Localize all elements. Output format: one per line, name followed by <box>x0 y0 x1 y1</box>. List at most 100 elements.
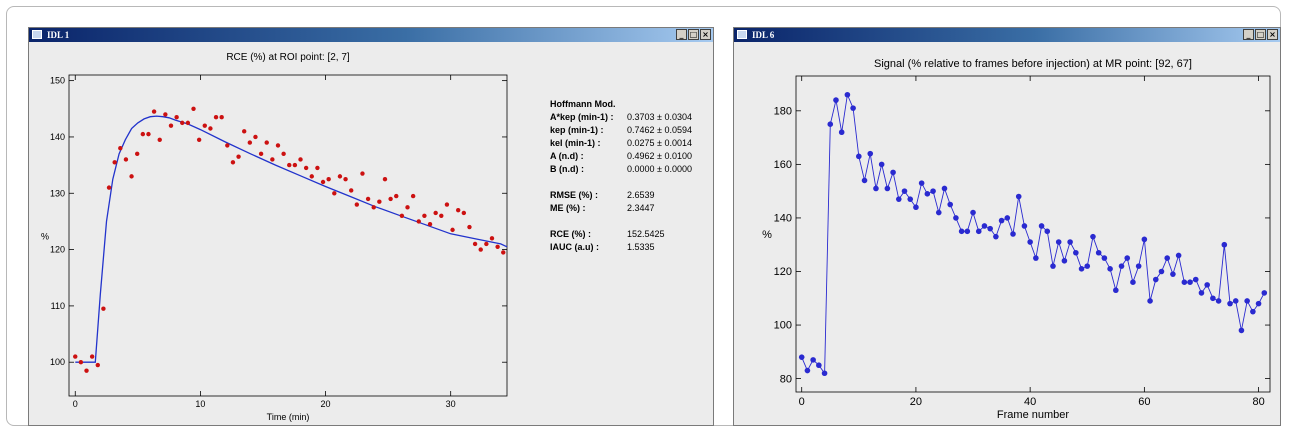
data-point <box>118 146 123 151</box>
data-point <box>1141 236 1148 243</box>
minimize-button[interactable]: _ <box>676 29 687 40</box>
model-name: Hoffmann Mod. <box>550 99 616 109</box>
data-point <box>1192 276 1199 283</box>
data-point <box>913 204 919 211</box>
maximize-button[interactable]: □ <box>688 29 699 40</box>
fit-curve <box>75 115 508 363</box>
y-tick-label: 180 <box>774 105 792 117</box>
data-point <box>1215 298 1222 304</box>
x-tick-label: 30 <box>446 399 456 409</box>
y-tick-label: 140 <box>50 132 65 142</box>
data-point <box>489 236 495 241</box>
x-tick-label: 0 <box>73 399 78 409</box>
data-point <box>151 109 157 114</box>
data-point <box>287 162 292 168</box>
data-point <box>332 191 337 196</box>
data-point <box>901 188 908 194</box>
data-point <box>422 213 427 218</box>
data-point <box>1255 300 1262 307</box>
data-point <box>1015 193 1022 200</box>
data-point <box>1135 263 1142 269</box>
param-row: kel (min-1) : 0.0275 ± 0.0014 <box>550 138 692 151</box>
param-value: 2.3447 <box>627 203 655 213</box>
data-point <box>360 171 365 176</box>
param-value: 0.0275 ± 0.0014 <box>627 138 692 148</box>
data-point <box>1044 228 1051 235</box>
data-point <box>1204 282 1210 288</box>
data-point <box>833 97 839 103</box>
data-point <box>112 160 117 165</box>
x-tick-label: 60 <box>1138 396 1150 408</box>
data-point <box>1101 255 1108 261</box>
data-point <box>365 196 371 202</box>
data-point <box>281 151 286 157</box>
param-label: A*kep (min-1) : <box>550 112 614 122</box>
data-point <box>1158 268 1165 275</box>
close-button[interactable]: × <box>1267 29 1278 40</box>
data-point <box>354 202 360 207</box>
data-point <box>861 177 868 184</box>
data-point <box>410 193 416 199</box>
data-point <box>123 157 129 162</box>
data-point <box>405 205 410 210</box>
data-point <box>309 174 314 179</box>
data-point <box>1113 287 1119 294</box>
param-value: 0.7462 ± 0.0594 <box>627 125 692 135</box>
data-point <box>208 126 213 131</box>
data-point <box>315 165 320 171</box>
param-value: 0.3703 ± 0.0304 <box>627 112 692 122</box>
chart-title: Signal (% relative to frames before inje… <box>874 58 1192 70</box>
data-point <box>185 120 191 126</box>
idl-window-1[interactable]: IDL 1 _ □ × RCE (%) at ROI point: [2, 7]… <box>28 27 714 426</box>
data-point <box>258 151 264 157</box>
data-point <box>219 115 224 120</box>
app-icon <box>32 30 42 39</box>
param-value: 0.0000 ± 0.0000 <box>627 164 692 174</box>
x-tick-label: 80 <box>1252 396 1264 408</box>
window-title: IDL 6 <box>752 30 775 40</box>
param-label: RCE (%) : <box>550 229 591 239</box>
data-point <box>1198 290 1205 296</box>
data-point <box>1027 239 1033 245</box>
param-row: IAUC (a.u) : 1.5335 <box>550 242 655 255</box>
param-row: A*kep (min-1) : 0.3703 ± 0.0304 <box>550 112 692 125</box>
y-axis-label: % <box>762 229 772 241</box>
data-point <box>343 176 348 182</box>
data-point <box>174 115 179 120</box>
data-point <box>1152 276 1159 283</box>
data-point <box>1250 308 1256 315</box>
data-point <box>935 209 942 216</box>
param-label: A (n.d) : <box>550 151 584 161</box>
data-point <box>95 362 100 368</box>
data-point <box>427 222 433 227</box>
window-titlebar[interactable]: IDL 1 _ □ × <box>29 28 713 42</box>
idl-window-6[interactable]: IDL 6 _ □ × Signal (% relative to frames… <box>733 27 1281 426</box>
data-point <box>981 223 988 229</box>
data-point <box>827 121 834 128</box>
data-point <box>958 228 965 235</box>
window-title: IDL 1 <box>47 30 70 40</box>
data-point <box>225 143 230 148</box>
data-point <box>157 137 162 142</box>
param-label: kel (min-1) : <box>550 138 601 148</box>
data-point <box>416 219 421 224</box>
param-value: 0.4962 ± 0.0100 <box>627 151 692 161</box>
data-point <box>1033 255 1039 261</box>
minimize-button[interactable]: _ <box>1243 29 1254 40</box>
param-value: 152.5425 <box>627 229 665 239</box>
close-button[interactable]: × <box>700 29 711 40</box>
data-point <box>484 241 489 247</box>
data-point <box>298 157 303 162</box>
x-tick-label: 40 <box>1024 396 1036 408</box>
y-tick-label: 110 <box>51 301 65 311</box>
data-point <box>168 123 174 128</box>
data-point <box>337 174 343 179</box>
param-label: ME (%) : <box>550 203 586 213</box>
rce-chart: RCE (%) at ROI point: [2, 7] 0 10 20 30 100 11… <box>41 52 508 422</box>
maximize-button[interactable]: □ <box>1255 29 1266 40</box>
window-titlebar[interactable]: IDL 6 _ □ × <box>734 28 1280 42</box>
y-tick-label: 140 <box>774 213 792 225</box>
data-point <box>230 160 236 165</box>
data-point <box>101 306 106 311</box>
data-point <box>1050 263 1056 269</box>
